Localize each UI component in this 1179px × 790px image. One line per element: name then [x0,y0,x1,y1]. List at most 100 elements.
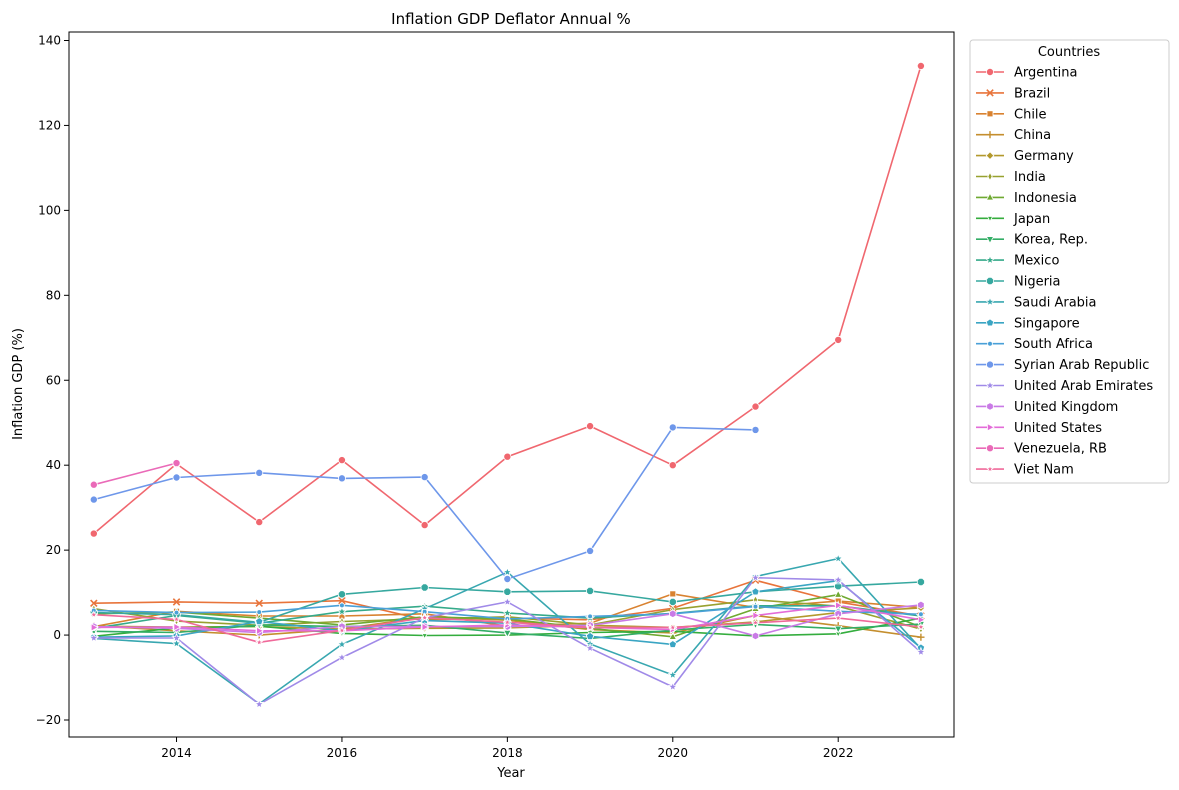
data-point-united-states [421,622,430,632]
data-point-nigeria [916,577,925,586]
legend-item-united-arab-emirates: United Arab Emirates [976,379,1153,394]
data-point-united-arab-emirates [88,632,100,643]
data-point-argentina [834,335,843,344]
data-point-nigeria [420,583,429,592]
x-tick-label: 2020 [658,746,689,760]
data-point-syrian-arab-republic [255,468,264,477]
series-markers-viet-nam [89,610,926,646]
legend-item-indonesia: Indonesia [976,191,1077,206]
y-tick-label: 20 [46,543,61,557]
data-point-united-arab-emirates [750,572,761,583]
legend-item-mexico: Mexico [976,254,1059,269]
legend-item-china: China [976,128,1051,143]
legend: Countries Argentina Brazil Chile China Germa… [969,39,1170,484]
data-point-viet-nam [337,625,347,635]
data-point-south-africa [752,603,759,610]
data-point-syrian-arab-republic [503,575,512,584]
data-point-argentina [420,521,429,530]
data-point-syrian-arab-republic [420,473,429,482]
legend-marker [984,379,996,390]
legend-marker [986,402,994,411]
data-point-singapore [751,587,760,596]
x-tick-label: 2014 [161,746,192,760]
legend-marker [987,340,993,347]
legend-label: India [1014,170,1046,185]
y-tick-label: 40 [46,458,61,472]
data-point-syrian-arab-republic [751,425,760,434]
data-point-viet-nam [916,622,926,631]
legend-label: Argentina [1014,66,1077,81]
data-point-nigeria [503,587,512,596]
chart-title: Inflation GDP Deflator Annual % [391,10,631,28]
x-tick-label: 2018 [492,746,523,760]
data-point-argentina [586,422,595,431]
y-tick-label: 100 [38,203,61,217]
data-point-united-states [917,615,926,625]
legend-label: Korea, Rep. [1014,233,1088,248]
data-point-south-africa [256,609,263,615]
data-point-united-states [173,622,182,632]
data-point-saudi-arabia [502,566,513,577]
data-point-viet-nam [172,614,181,623]
data-point-brazil [255,599,263,607]
data-point-united-arab-emirates [254,698,265,709]
legend-item-viet-nam: Viet Nam [976,463,1074,478]
legend-item-saudi-arabia: Saudi Arabia [976,295,1097,310]
legend-marker [986,131,994,139]
data-point-united-arab-emirates [667,681,679,692]
data-point-venezuela-rb [89,480,98,489]
data-point-singapore [255,617,264,626]
legend-item-syrian-arab-republic: Syrian Arab Republic [976,358,1149,373]
legend-label: United Arab Emirates [1014,379,1153,394]
legend-label: Syrian Arab Republic [1014,358,1149,373]
x-axis: 2014 2016 2018 2020 2022 [161,737,853,760]
data-point-chile [669,590,677,598]
data-point-korea-rep [833,625,843,634]
plot-frame [68,31,955,738]
legend-marker [986,89,994,97]
data-point-united-arab-emirates [171,632,182,643]
data-point-united-states [835,601,844,610]
legend-frame [969,39,1170,484]
legend-marker [986,444,995,453]
x-tick-label: 2022 [823,746,854,760]
data-point-syrian-arab-republic [89,495,98,504]
legend-marker [986,68,995,77]
y-axis: −20 0 20 40 60 80 100 120 140 [36,33,69,727]
data-point-united-arab-emirates [915,646,927,657]
series-markers-argentina [89,61,925,538]
legend-label: Chile [1014,107,1047,122]
legend-label: South Africa [1014,337,1093,352]
data-point-mexico [336,606,348,617]
data-point-indonesia [668,631,678,640]
data-point-saudi-arabia [336,638,348,649]
series-markers-syrian-arab-republic [89,423,760,584]
legend-marker [985,236,995,245]
y-tick-label: 140 [38,33,61,47]
data-point-united-kingdom [751,631,760,641]
data-point-viet-nam [420,613,429,622]
data-point-syrian-arab-republic [172,473,181,482]
data-point-syrian-arab-republic [668,423,677,432]
legend-label: Indonesia [1014,191,1077,206]
data-point-brazil [172,598,181,606]
legend-item-argentina: Argentina [976,66,1077,81]
data-point-viet-nam [668,622,678,632]
legend-item-united-kingdom: United Kingdom [976,400,1118,415]
data-point-argentina [916,61,925,70]
data-point-syrian-arab-republic [586,546,595,555]
y-tick-label: 80 [46,288,61,302]
data-point-japan [421,633,428,640]
legend-label: Viet Nam [1014,463,1074,478]
legend-label: Japan [1013,212,1050,227]
y-tick-label: 0 [53,628,61,642]
legend-marker [987,171,993,182]
y-tick-label: 60 [46,373,61,387]
legend-item-united-states: United States [976,421,1102,436]
data-point-united-kingdom [669,609,677,619]
data-point-syrian-arab-republic [337,474,346,483]
legend-item-nigeria: Nigeria [976,275,1061,290]
data-point-saudi-arabia [171,638,182,649]
